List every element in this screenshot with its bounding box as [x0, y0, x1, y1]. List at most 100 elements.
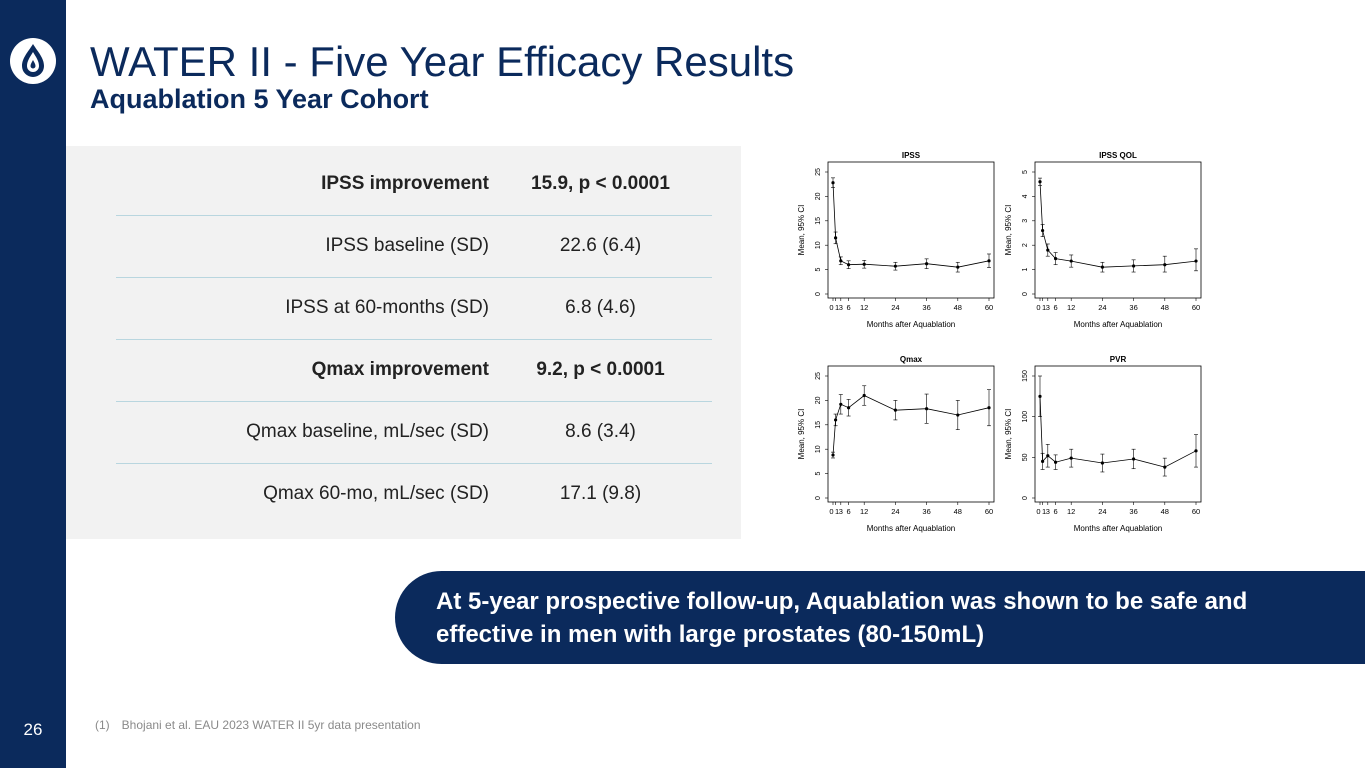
x-tick-label: 60 [1192, 507, 1200, 516]
row-label: IPSS at 60-months (SD) [285, 297, 489, 318]
data-point [834, 418, 838, 422]
data-point [847, 406, 851, 410]
x-tick-label: 48 [954, 507, 962, 516]
x-tick-label: 0 [1036, 303, 1040, 312]
data-point [1041, 459, 1045, 463]
x-tick-label: 6 [1054, 507, 1058, 516]
row-value: 15.9, p < 0.0001 [531, 173, 670, 194]
y-tick-label: 20 [815, 192, 822, 200]
y-tick-label: 0 [815, 292, 822, 296]
y-tick-label: 25 [815, 372, 822, 380]
x-axis-label: Months after Aquablation [1074, 320, 1163, 329]
data-point [1046, 454, 1050, 458]
data-point [1046, 248, 1050, 252]
data-point [925, 262, 929, 266]
x-tick-label: 0 [829, 303, 833, 312]
x-tick-label: 48 [954, 303, 962, 312]
x-tick-label: 36 [1129, 507, 1137, 516]
table-row: Qmax 60-mo, mL/sec (SD) 17.1 (9.8) [116, 463, 712, 525]
sidebar: 26 [0, 0, 66, 768]
row-value: 17.1 (9.8) [559, 483, 642, 504]
data-point [831, 453, 835, 457]
row-value: 9.2, p < 0.0001 [536, 359, 665, 380]
y-tick-label: 0 [815, 496, 822, 500]
data-point [831, 181, 835, 185]
ipss-qol-chart: IPSS QOL Months after Aquablation Mean, 95… [1004, 151, 1202, 329]
row-value: 6.8 (4.6) [565, 297, 636, 318]
data-point [893, 408, 897, 412]
x-tick-label: 6 [847, 303, 851, 312]
x-tick-label: 48 [1161, 303, 1169, 312]
water-drop-logo-icon [10, 38, 56, 84]
footnote-text: Bhojani et al. EAU 2023 WATER II 5yr dat… [121, 718, 421, 732]
chart-title: PVR [1110, 355, 1127, 364]
slide-subtitle: Aquablation 5 Year Cohort [90, 84, 429, 114]
y-tick-label: 15 [815, 421, 822, 429]
x-tick-label: 12 [860, 507, 868, 516]
table-row: IPSS at 60-months (SD) 6.8 (4.6) [116, 277, 712, 340]
x-tick-label: 36 [922, 303, 930, 312]
plot-frame [827, 161, 995, 299]
pvr-chart: PVR Months after Aquablation Mean, 95% CI 0… [1004, 355, 1202, 533]
qmax-chart: Qmax Months after Aquablation Mean, 95% CI… [797, 355, 995, 533]
data-point [834, 236, 838, 240]
x-tick-label: 1 [835, 507, 839, 516]
y-axis-label: Mean, 95% CI [797, 409, 806, 460]
y-tick-label: 100 [1022, 411, 1029, 423]
table-row: IPSS baseline (SD) 22.6 (6.4) [116, 215, 712, 278]
data-point [1132, 264, 1136, 268]
x-tick-label: 3 [1046, 507, 1050, 516]
x-tick-label: 0 [1036, 507, 1040, 516]
x-axis-label: Months after Aquablation [867, 320, 956, 329]
data-point [862, 262, 866, 266]
data-point [839, 259, 843, 263]
x-tick-label: 1 [1042, 303, 1046, 312]
x-tick-label: 48 [1161, 507, 1169, 516]
row-label: IPSS baseline (SD) [325, 235, 489, 256]
y-tick-label: 2 [1022, 243, 1029, 247]
y-tick-label: 5 [815, 472, 822, 476]
x-axis-label: Months after Aquablation [1074, 524, 1163, 533]
x-tick-label: 24 [1098, 507, 1106, 516]
data-point [1163, 465, 1167, 469]
banner-text: At 5-year prospective follow-up, Aquabla… [436, 588, 1248, 648]
page-number: 26 [23, 720, 43, 739]
x-tick-label: 0 [829, 507, 833, 516]
data-point [839, 402, 843, 406]
x-tick-label: 12 [1067, 303, 1075, 312]
x-axis-label: Months after Aquablation [867, 524, 956, 533]
data-point [847, 263, 851, 267]
y-tick-label: 25 [815, 168, 822, 176]
x-tick-label: 24 [891, 507, 899, 516]
data-point [1038, 180, 1042, 184]
x-tick-label: 36 [1129, 303, 1137, 312]
x-tick-label: 24 [1098, 303, 1106, 312]
data-point [956, 265, 960, 269]
y-axis-label: Mean, 95% CI [797, 205, 806, 256]
x-tick-label: 1 [1042, 507, 1046, 516]
x-tick-label: 1 [835, 303, 839, 312]
y-tick-label: 10 [815, 445, 822, 453]
row-label: IPSS improvement [321, 173, 489, 194]
y-tick-label: 150 [1022, 370, 1029, 382]
data-point [1069, 456, 1073, 460]
y-tick-label: 50 [1022, 453, 1029, 461]
x-tick-label: 60 [1192, 303, 1200, 312]
conclusion-banner: At 5-year prospective follow-up, Aquabla… [395, 571, 1365, 664]
x-tick-label: 6 [1054, 303, 1058, 312]
row-value: 8.6 (3.4) [565, 421, 636, 442]
data-point [956, 413, 960, 417]
chart-title: IPSS [902, 151, 921, 160]
x-tick-label: 12 [1067, 507, 1075, 516]
data-point [1100, 461, 1104, 465]
table-row: IPSS improvement 15.9, p < 0.0001 [116, 153, 712, 216]
data-point [1054, 257, 1058, 261]
y-tick-label: 15 [815, 217, 822, 225]
x-tick-label: 12 [860, 303, 868, 312]
ipss-chart: IPSS Months after Aquablation Mean, 95% CI… [797, 151, 995, 329]
row-label: Qmax 60-mo, mL/sec (SD) [263, 483, 489, 504]
data-point [1194, 449, 1198, 453]
x-tick-label: 3 [839, 507, 843, 516]
x-tick-label: 3 [1046, 303, 1050, 312]
x-tick-label: 24 [891, 303, 899, 312]
